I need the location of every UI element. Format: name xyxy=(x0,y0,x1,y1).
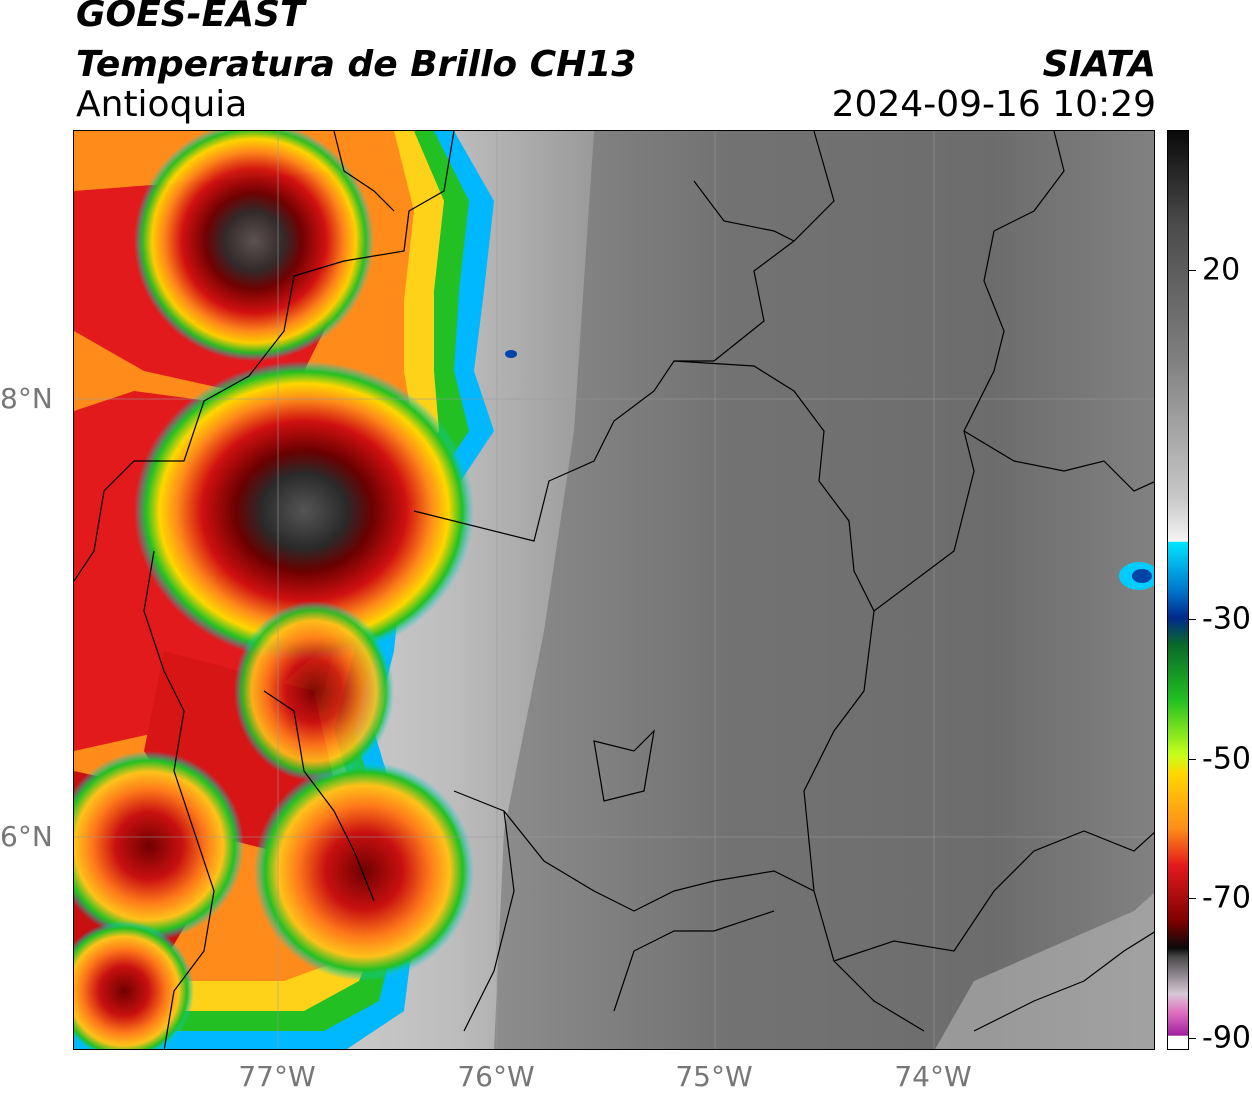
cloud-field-light xyxy=(935,892,1154,1049)
colorbar-label-20: 20 xyxy=(1202,252,1241,288)
colorbar-label-minus30: -30 xyxy=(1202,601,1251,637)
lat-label-8n: 8°N xyxy=(0,382,53,415)
region-title: Antioquia xyxy=(76,84,248,125)
lon-label-75w: 75°W xyxy=(675,1060,753,1093)
satellite-map[interactable] xyxy=(73,130,1155,1050)
storm-central xyxy=(134,361,474,661)
storm-far-southwest xyxy=(74,921,194,1049)
colorbar-label-minus50: -50 xyxy=(1202,741,1251,777)
colorbar-tick xyxy=(1188,898,1196,899)
colorbar-gradient xyxy=(1168,131,1188,1049)
lat-label-6n: 6°N xyxy=(0,820,53,853)
gridlines xyxy=(74,131,1154,1049)
storm-mid xyxy=(234,601,394,781)
timestamp-label: 2024-09-16 10:29 xyxy=(831,84,1156,125)
storm-north xyxy=(134,131,374,361)
agency-label: SIATA xyxy=(1042,44,1156,85)
lon-label-74w: 74°W xyxy=(894,1060,972,1093)
storm-southwest xyxy=(74,751,244,941)
colorbar-label-minus70: -70 xyxy=(1202,880,1251,916)
product-title: Temperatura de Brillo CH13 xyxy=(76,44,637,85)
map-canvas xyxy=(74,131,1154,1049)
satellite-title: GOES-EAST xyxy=(76,0,305,35)
lon-label-76w: 76°W xyxy=(457,1060,535,1093)
lon-label-77w: 77°W xyxy=(238,1060,316,1093)
colorbar xyxy=(1167,130,1189,1050)
boundaries xyxy=(74,131,1154,1049)
cloud-field-dark xyxy=(494,131,1154,1049)
colorbar-tick xyxy=(1188,1038,1196,1039)
colorbar-tick xyxy=(1188,270,1196,271)
eastern-cell-core xyxy=(1132,569,1152,583)
colorbar-tick xyxy=(1188,759,1196,760)
small-cell xyxy=(505,350,517,358)
colorbar-tick xyxy=(1188,619,1196,620)
colorbar-label-minus90: -90 xyxy=(1202,1020,1251,1056)
storm-south xyxy=(254,761,474,981)
